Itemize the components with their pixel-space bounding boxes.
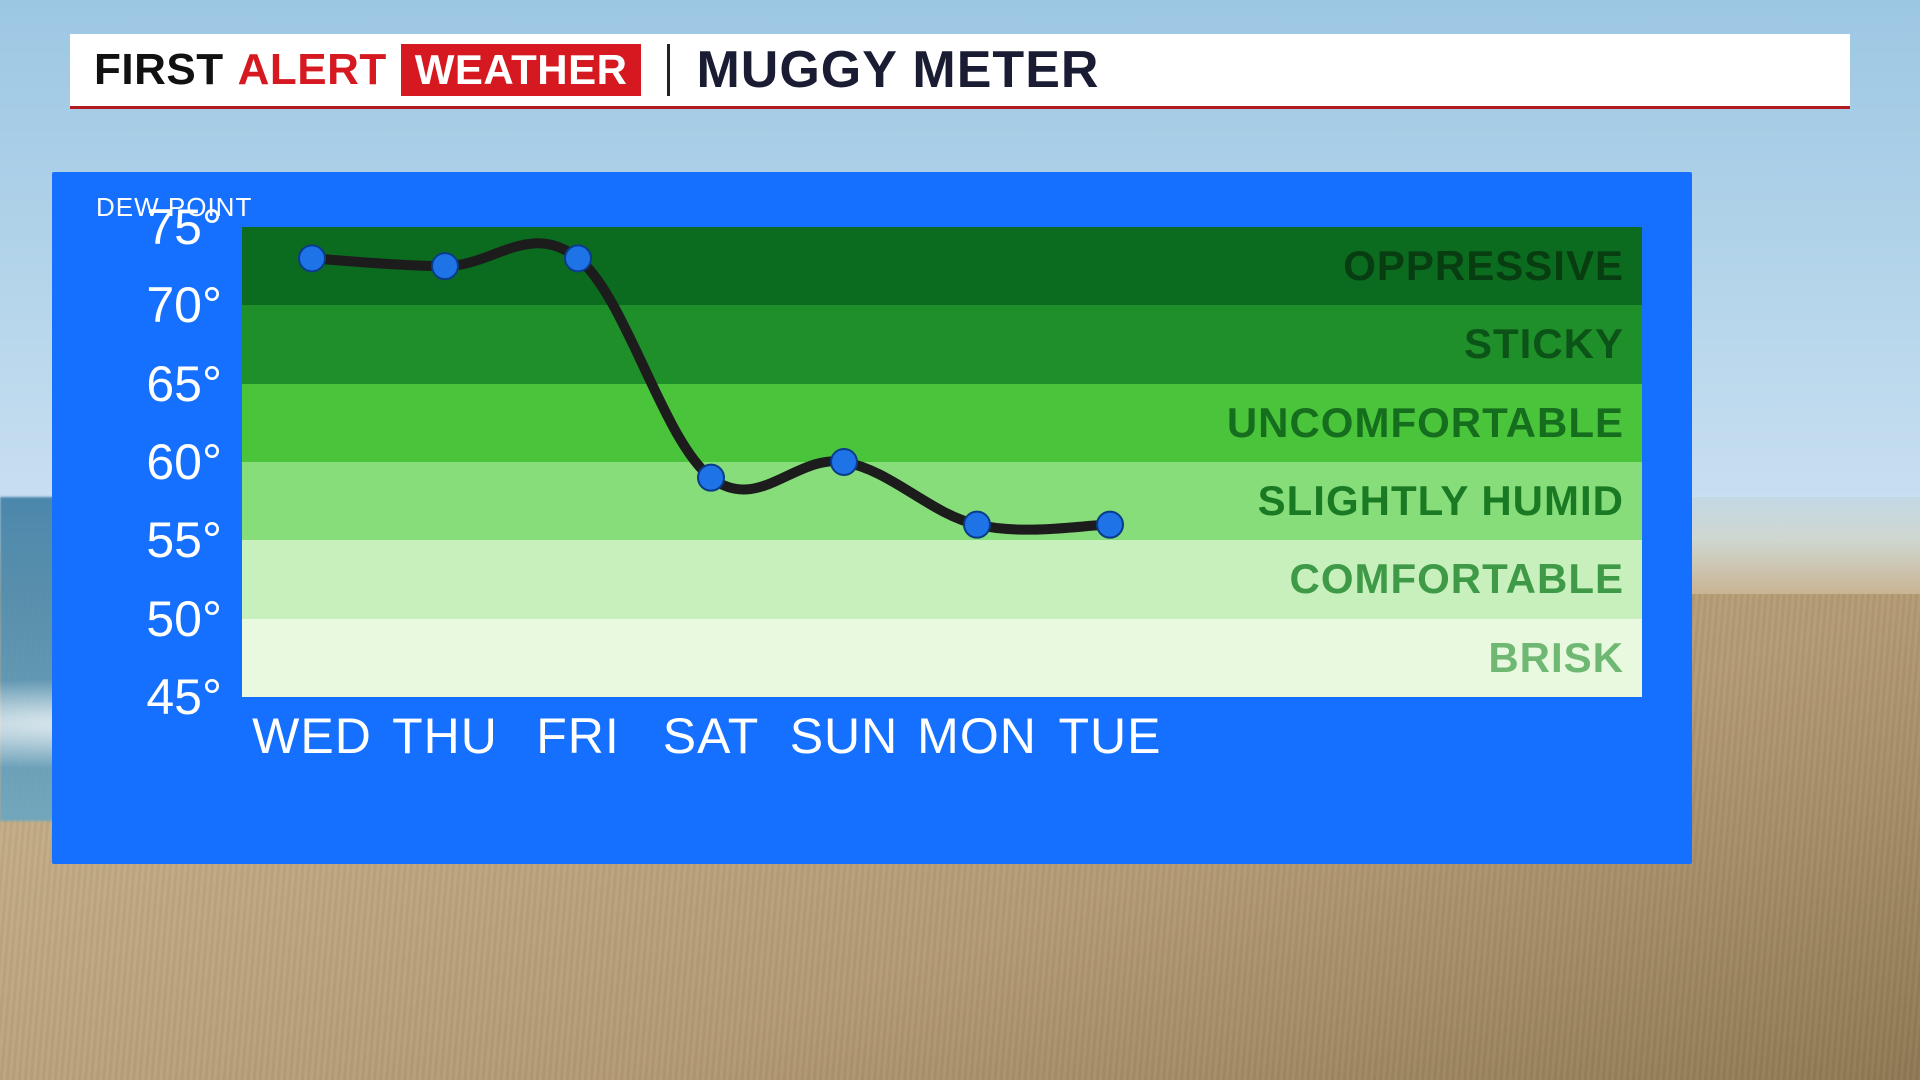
chart-panel: DEW POINT 75° 70° 65° 60° 55° 50° 45° OPPRESSI…	[52, 172, 1692, 864]
x-tick-label: SAT	[663, 707, 760, 765]
y-axis-labels: 75°70°65°60°55°50°45°	[82, 227, 222, 697]
comfort-band: UNCOMFORTABLE	[242, 384, 1642, 462]
x-tick-label: SUN	[790, 707, 899, 765]
comfort-band-label: UNCOMFORTABLE	[1227, 399, 1624, 447]
comfort-band: SLIGHTLY HUMID	[242, 462, 1642, 540]
comfort-band: COMFORTABLE	[242, 540, 1642, 618]
weather-graphic: FIRST ALERT WEATHER MUGGY METER DEW POIN…	[0, 0, 1920, 1080]
y-axis-title: DEW POINT	[96, 192, 1652, 223]
comfort-band-label: COMFORTABLE	[1289, 555, 1624, 603]
logo-word-alert: ALERT	[238, 45, 387, 95]
header-divider	[667, 44, 670, 96]
first-alert-weather-logo: FIRST ALERT WEATHER	[70, 44, 641, 96]
x-tick-label: THU	[392, 707, 498, 765]
comfort-band-label: BRISK	[1488, 634, 1624, 682]
y-tick-label: 75°	[92, 198, 222, 256]
x-tick-label: WED	[252, 707, 372, 765]
plot-area: OPPRESSIVE STICKY UNCOMFORTABLE SLIGHTLY HU…	[242, 227, 1642, 697]
x-tick-label: TUE	[1059, 707, 1162, 765]
comfort-band-label: STICKY	[1464, 320, 1624, 368]
comfort-band-label: OPPRESSIVE	[1343, 242, 1624, 290]
graphic-title: MUGGY METER	[696, 40, 1099, 100]
y-tick-label: 60°	[92, 433, 222, 491]
logo-word-weather: WEATHER	[401, 44, 642, 96]
comfort-band: STICKY	[242, 305, 1642, 383]
y-tick-label: 65°	[92, 355, 222, 413]
y-tick-label: 50°	[92, 590, 222, 648]
comfort-band-label: SLIGHTLY HUMID	[1258, 477, 1624, 525]
x-tick-label: FRI	[536, 707, 620, 765]
y-tick-label: 70°	[92, 276, 222, 334]
x-tick-label: MON	[917, 707, 1037, 765]
logo-word-first: FIRST	[94, 45, 224, 95]
y-tick-label: 55°	[92, 511, 222, 569]
header-bar: FIRST ALERT WEATHER MUGGY METER	[70, 34, 1850, 106]
comfort-band: OPPRESSIVE	[242, 227, 1642, 305]
comfort-band: BRISK	[242, 619, 1642, 697]
y-tick-label: 45°	[92, 668, 222, 726]
